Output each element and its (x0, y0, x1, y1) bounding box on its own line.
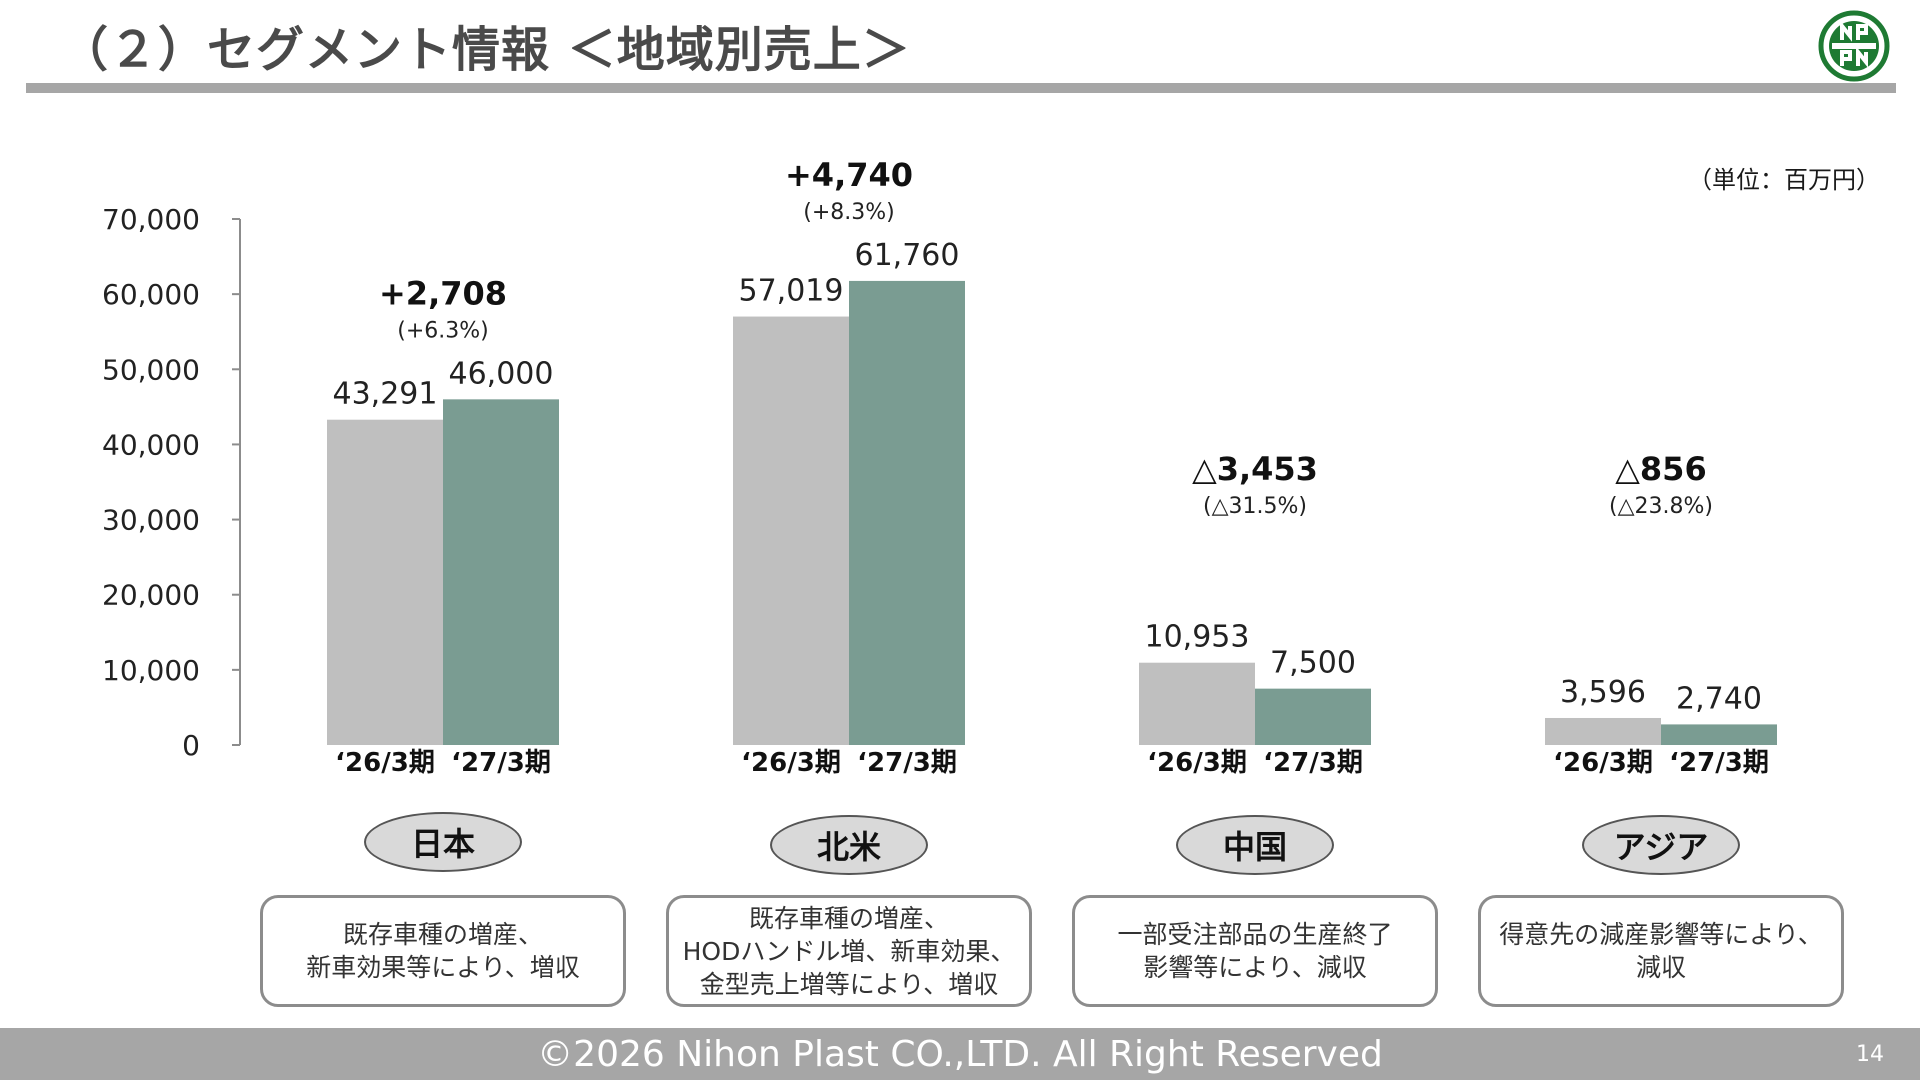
region-label: 中国 (1176, 815, 1334, 875)
bar (1545, 717, 1661, 745)
bar-value-label: 43,291 (333, 377, 438, 412)
region-comment-box: 得意先の減産影響等により、 減収 (1478, 895, 1844, 1007)
footer-bar: ©2026 Nihon Plast CO.,LTD. All Right Res… (0, 1028, 1920, 1080)
bar-value-label: 61,760 (855, 238, 960, 273)
company-logo-icon (1818, 10, 1890, 82)
period-label: ‘27/3期 (1669, 748, 1769, 778)
region-comment-box: 一部受注部品の生産終了 影響等により、減収 (1072, 895, 1438, 1007)
y-tick-label: 70,000 (102, 203, 200, 236)
bar-value-label: 7,500 (1270, 646, 1356, 681)
page-number: 14 (1856, 1042, 1884, 1067)
period-label: ‘27/3期 (857, 748, 957, 778)
y-tick-label: 40,000 (102, 428, 200, 461)
period-label: ‘26/3期 (335, 748, 435, 778)
y-tick-label: 30,000 (102, 504, 200, 537)
y-tick-label: 10,000 (102, 654, 200, 687)
bar (733, 316, 849, 745)
y-tick-label: 0 (182, 729, 200, 762)
bar (327, 419, 443, 745)
y-tick-label: 60,000 (102, 278, 200, 311)
regional-sales-bar-chart: 0 10,000 20,000 30,000 40,000 50,000 60,000 70,… (102, 156, 1777, 778)
copyright-text: ©2026 Nihon Plast CO.,LTD. All Right Res… (537, 1034, 1383, 1075)
y-tick-label: 20,000 (102, 579, 200, 612)
title-divider (26, 83, 1896, 93)
delta-value-label: △856 (1615, 450, 1706, 488)
region-label: アジア (1582, 815, 1740, 875)
bar-value-label: 2,740 (1676, 681, 1762, 716)
bar (443, 399, 559, 745)
page-title: （２）セグメント情報 ＜地域別売上＞ (60, 22, 911, 78)
bar-value-label: 10,953 (1145, 620, 1250, 655)
bar (1661, 724, 1777, 745)
unit-label: （単位：百万円） (1688, 166, 1880, 194)
bar-value-label: 3,596 (1560, 675, 1646, 710)
delta-value-label: +4,740 (785, 156, 913, 194)
period-label: ‘26/3期 (1553, 748, 1653, 778)
delta-percent-label: (△23.8%) (1609, 494, 1713, 519)
region-comment-box: 既存車種の増産、 新車効果等により、増収 (260, 895, 626, 1007)
delta-value-label: △3,453 (1192, 450, 1318, 488)
y-tick-label: 50,000 (102, 353, 200, 386)
bar (1255, 688, 1371, 745)
bar-value-label: 57,019 (739, 274, 844, 309)
period-label: ‘27/3期 (451, 748, 551, 778)
region-label: 日本 (364, 812, 522, 872)
bar (1139, 662, 1255, 745)
region-label: 北米 (770, 815, 928, 875)
bar (849, 280, 965, 745)
delta-percent-label: (+6.3%) (397, 318, 489, 343)
delta-percent-label: (△31.5%) (1203, 494, 1307, 519)
delta-percent-label: (+8.3%) (803, 200, 895, 225)
delta-value-label: +2,708 (379, 274, 507, 312)
period-label: ‘26/3期 (741, 748, 841, 778)
region-comment-box: 既存車種の増産、 HODハンドル増、新車効果、 金型売上増等により、増収 (666, 895, 1032, 1007)
period-label: ‘26/3期 (1147, 748, 1247, 778)
bar-value-label: 46,000 (449, 356, 554, 391)
period-label: ‘27/3期 (1263, 748, 1363, 778)
